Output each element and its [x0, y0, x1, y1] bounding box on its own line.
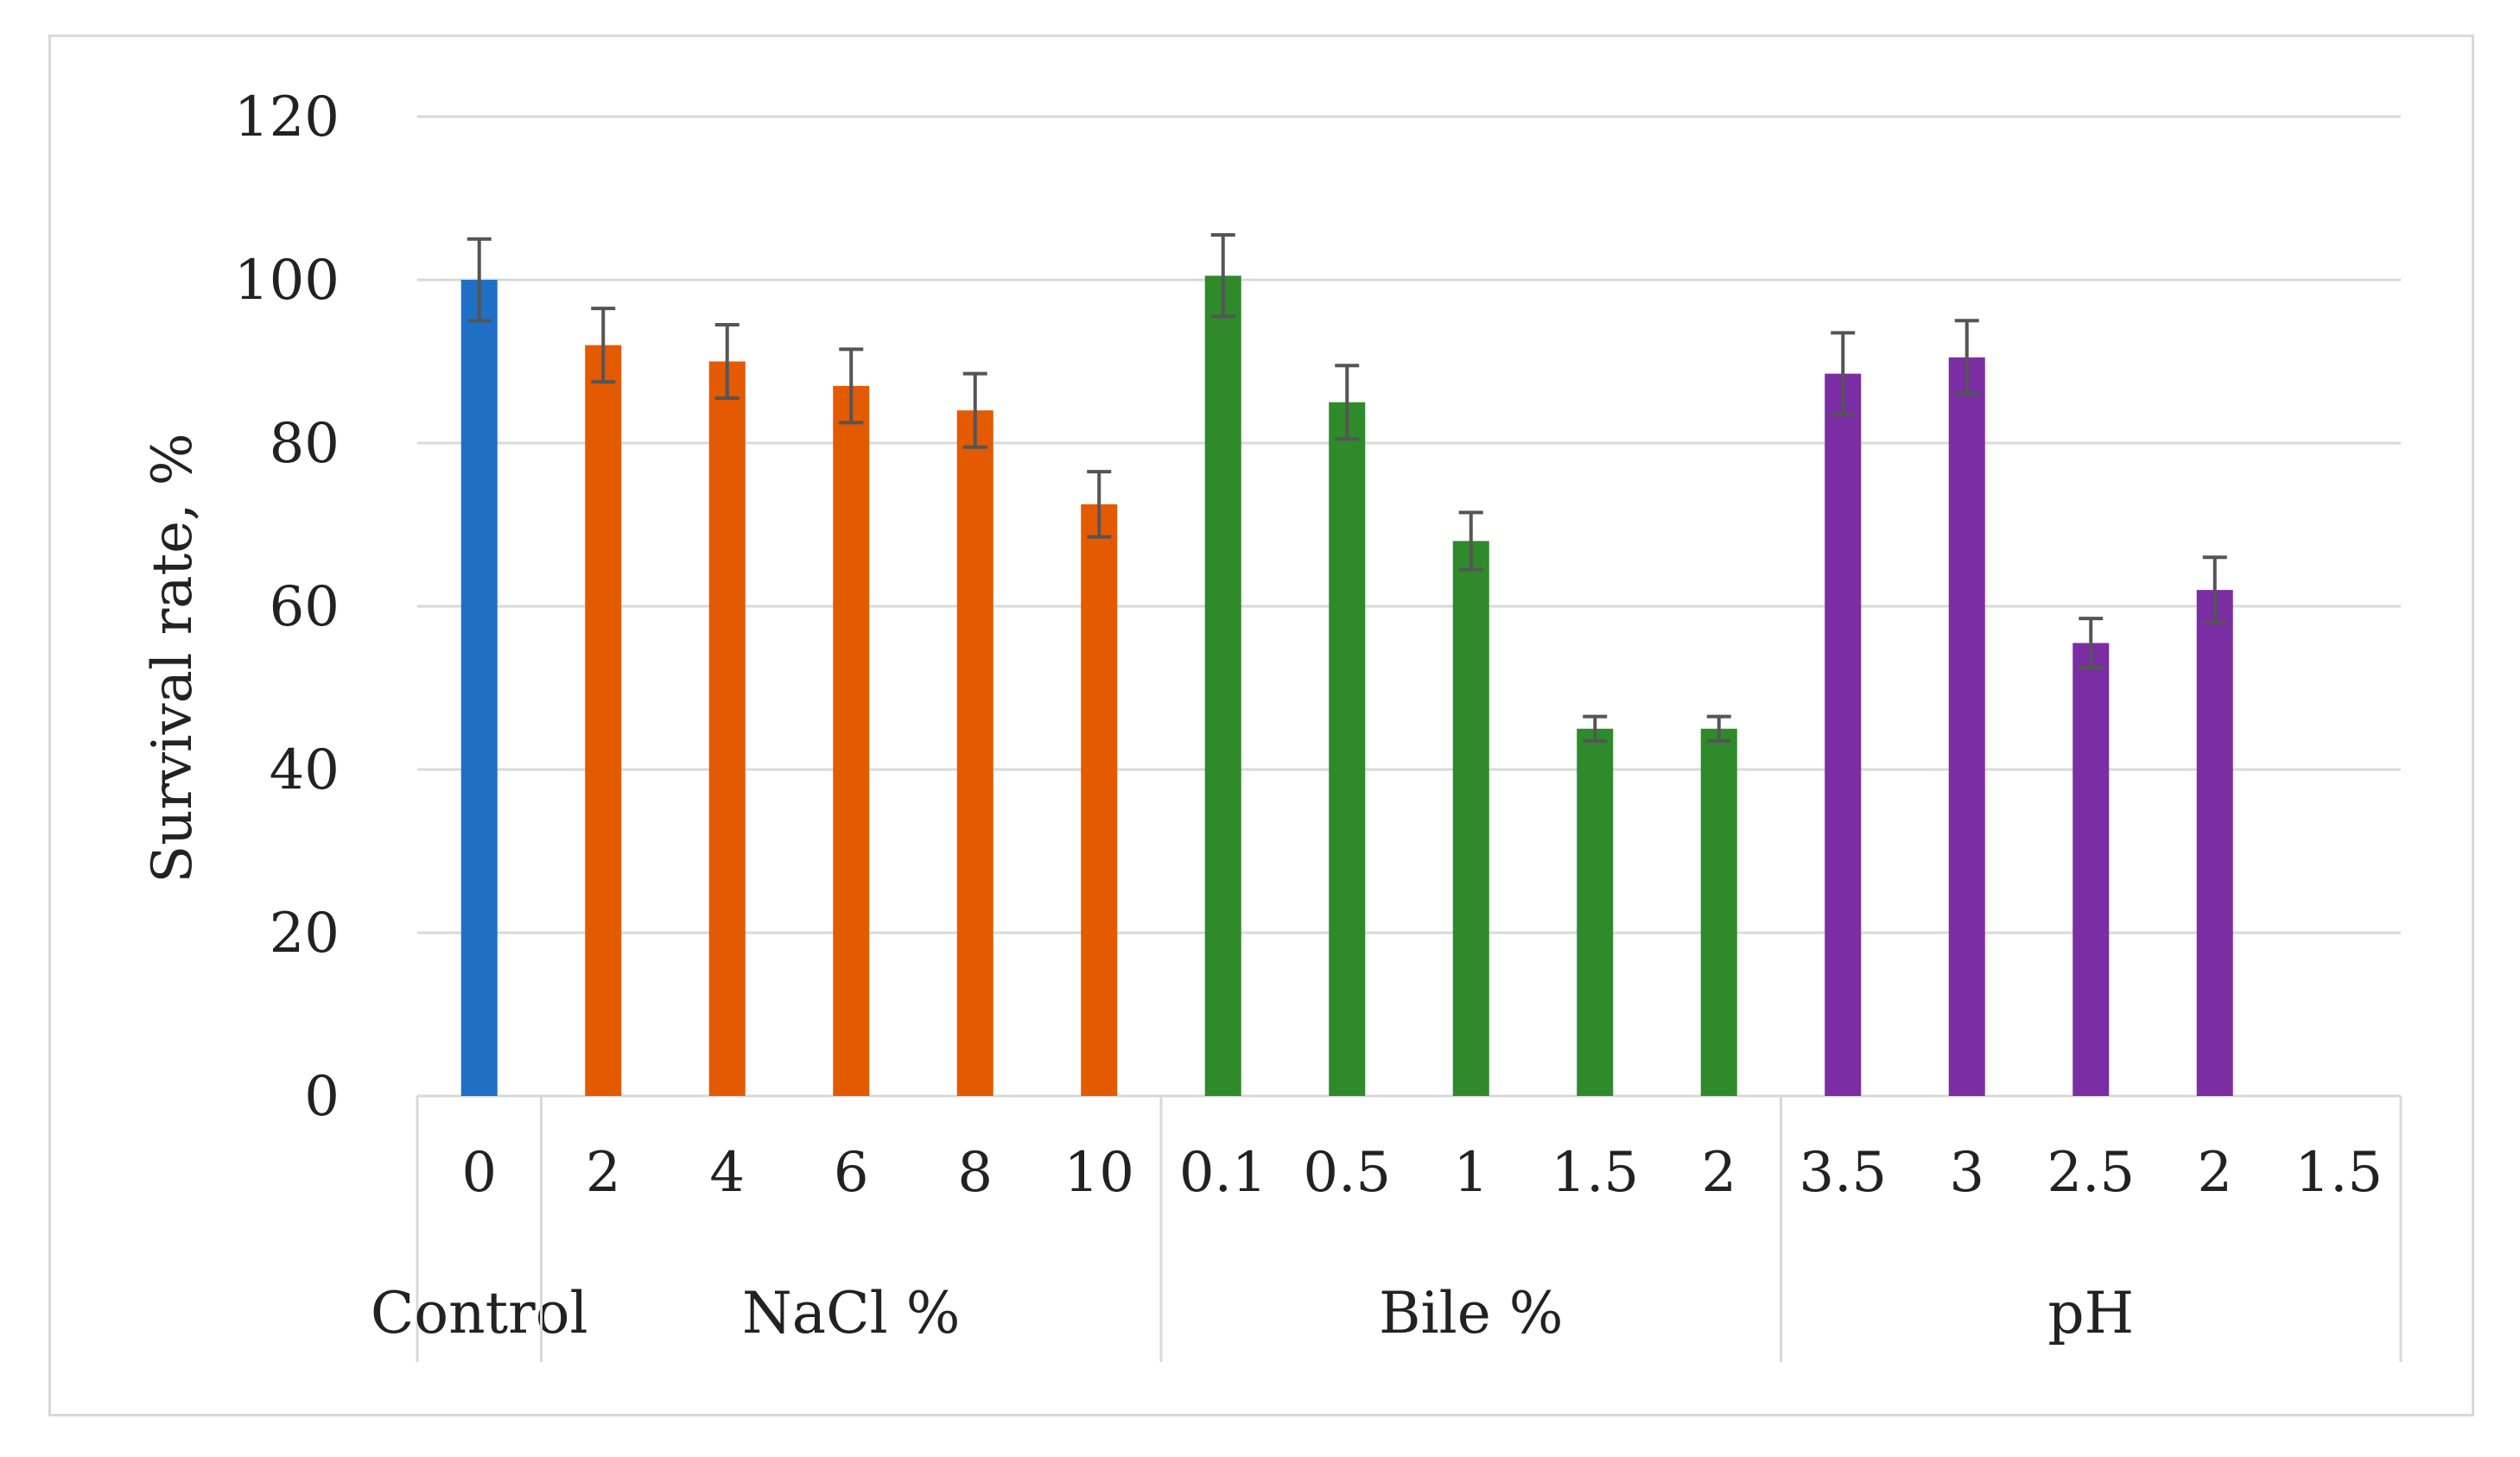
x-group-label: NaCl % — [742, 1280, 960, 1346]
x-category-label: 10 — [1064, 1141, 1134, 1205]
x-category-label: 0.1 — [1179, 1141, 1267, 1205]
bar — [1825, 373, 1862, 1096]
y-tick-label: 100 — [234, 249, 340, 313]
x-category-label: 3 — [1949, 1141, 1984, 1205]
y-tick-label: 20 — [270, 902, 340, 966]
y-tick-label: 0 — [304, 1065, 340, 1129]
x-category-label: 4 — [709, 1141, 745, 1205]
bar — [1700, 728, 1737, 1096]
gridlines — [417, 115, 2401, 1098]
y-tick-label: 40 — [270, 738, 340, 802]
bar — [2072, 643, 2110, 1096]
x-group-label: Bile % — [1379, 1280, 1563, 1346]
y-axis-title: Survival rate, % — [141, 433, 205, 883]
x-category-label: 1.5 — [1551, 1141, 1639, 1205]
y-tick-label: 60 — [270, 575, 340, 639]
bar — [1204, 276, 1241, 1096]
bar — [2196, 590, 2233, 1096]
error-bars — [467, 233, 2227, 743]
bar — [708, 361, 746, 1096]
x-category-label: 8 — [957, 1141, 993, 1205]
bar — [1948, 357, 1985, 1096]
bar — [1081, 504, 1118, 1096]
x-category-label: 6 — [834, 1141, 869, 1205]
y-tick-label: 80 — [270, 412, 340, 476]
x-category-label: 0.5 — [1303, 1141, 1391, 1205]
bar — [1577, 728, 1614, 1096]
bar — [1452, 541, 1489, 1096]
x-group-label: pH — [2047, 1280, 2134, 1346]
x-category-label: 0 — [461, 1141, 497, 1205]
bar — [1329, 402, 1366, 1096]
x-category-label: 2 — [2197, 1141, 2232, 1205]
y-tick-label: 120 — [234, 86, 340, 149]
y-axis-ticks: 0 20 40 60 80 100 120 — [234, 86, 340, 1129]
x-category-label: 2 — [586, 1141, 621, 1205]
chart-frame: 0 20 40 60 80 100 120 0 Control 2 4 6 8 10 NaCl % 0.1 0… — [48, 35, 2474, 1416]
x-category-label: 1.5 — [2295, 1141, 2383, 1205]
bar — [460, 280, 498, 1096]
x-category-label: 2.5 — [2047, 1141, 2135, 1205]
x-category-label: 2 — [1701, 1141, 1736, 1205]
x-group-label: Control — [371, 1280, 588, 1346]
bar — [833, 385, 870, 1097]
x-category-label: 1 — [1453, 1141, 1489, 1205]
bar — [956, 410, 993, 1096]
bars — [460, 276, 2233, 1097]
bar — [585, 345, 622, 1097]
x-axis-categories: 0 Control 2 4 6 8 10 NaCl % 0.1 0.5 1 1.5 2 Bile % 3.5… — [371, 1096, 2403, 1362]
x-category-label: 3.5 — [1799, 1141, 1887, 1205]
